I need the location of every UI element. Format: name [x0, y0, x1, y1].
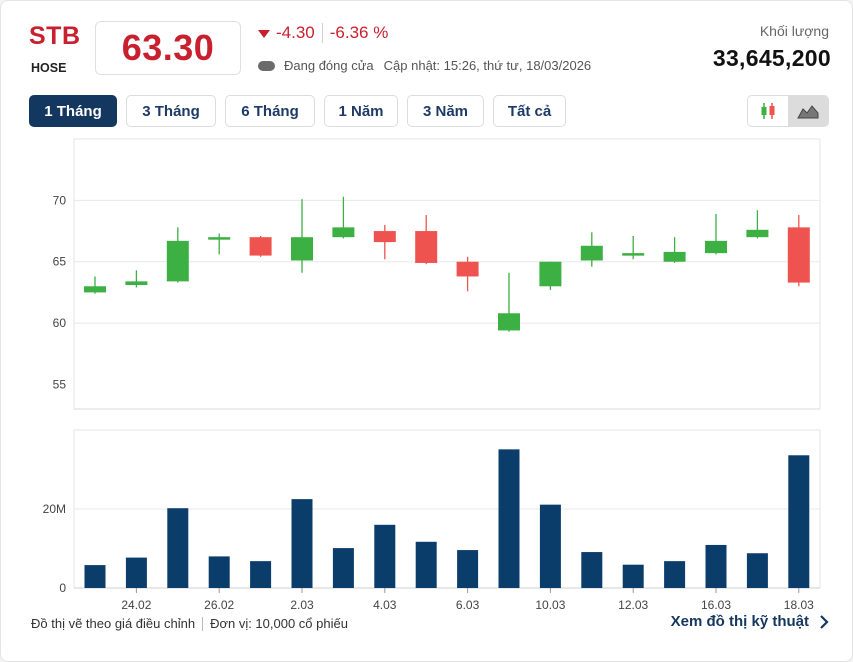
candlestick-icon — [761, 103, 775, 119]
status-text: Đang đóng cửa — [284, 58, 374, 73]
candle-body — [580, 245, 603, 261]
volume-bar — [622, 564, 644, 588]
volume-bar — [374, 524, 396, 588]
x-tick-label: 24.02 — [121, 598, 151, 612]
tab-3-months[interactable]: 3 Tháng — [126, 95, 216, 127]
candle-body — [787, 227, 810, 283]
candle-body — [746, 229, 769, 238]
x-tick-label: 4.03 — [373, 598, 397, 612]
volume-bar — [84, 565, 106, 588]
price-tick-label: 70 — [53, 193, 67, 207]
volume-bar — [746, 553, 768, 588]
tab-6-months[interactable]: 6 Tháng — [225, 95, 315, 127]
volume-bar — [208, 556, 230, 588]
candle-body — [84, 286, 106, 293]
area-chart-icon — [797, 105, 819, 119]
stock-chart: 55 60 65 70 0 20M 24.02 26.02 2.03 4.03 6.03 10.03 1… — [43, 138, 821, 612]
update-time: Cập nhật: 15:26, thứ tư, 18/03/2026 — [383, 58, 592, 73]
volume-bar — [457, 550, 479, 588]
candle-body — [166, 240, 189, 282]
adjusted-price-note: Đồ thị vẽ theo giá điều chỉnh — [31, 616, 196, 631]
area-chart-button[interactable] — [788, 96, 828, 126]
candlestick-button[interactable] — [748, 96, 788, 126]
candle-body — [125, 281, 148, 286]
candle-body — [622, 253, 645, 256]
x-tick-label: 12.03 — [618, 598, 648, 612]
footer-divider — [202, 616, 204, 631]
technical-chart-link-label: Xem đồ thị kỹ thuật — [670, 613, 809, 630]
unit-note: Đơn vị: 10,000 cổ phiếu — [210, 616, 348, 631]
status-dot-icon — [258, 60, 275, 71]
change-percent: -6.36 % — [329, 23, 389, 42]
candle-body — [291, 237, 313, 261]
period-tabs: 1 Tháng 3 Tháng 6 Tháng 1 Năm 3 Năm Tất … — [29, 95, 575, 127]
volume-bar — [415, 541, 437, 588]
exchange-name: HOSE — [31, 61, 67, 75]
price-tick-label: 65 — [53, 255, 67, 269]
change-divider — [321, 23, 323, 43]
price-box: 63.30 — [95, 21, 241, 75]
volume-value: 33,645,200 — [712, 45, 831, 71]
x-tick-label: 6.03 — [456, 598, 480, 612]
price-tick-label: 55 — [53, 377, 67, 391]
x-tick-label: 16.03 — [701, 598, 731, 612]
ticker-symbol: STB — [29, 22, 81, 50]
chevron-right-icon — [820, 614, 829, 629]
chart-type-toggle — [747, 95, 829, 127]
x-tick-label: 10.03 — [535, 598, 565, 612]
volume-bar — [250, 561, 272, 588]
tab-1-month[interactable]: 1 Tháng — [29, 95, 117, 127]
volume-bar — [539, 504, 561, 588]
chart-footer-notes: Đồ thị vẽ theo giá điều chỉnh Đơn vị: 10… — [31, 616, 348, 631]
volume-label: Khối lượng — [759, 23, 829, 39]
candle-body — [415, 231, 438, 263]
volume-bar — [498, 449, 520, 588]
x-tick-label: 18.03 — [784, 598, 814, 612]
volume-bar — [788, 455, 810, 588]
volume-tick-label: 20M — [43, 502, 66, 516]
candle-body — [705, 240, 727, 254]
tab-3-years[interactable]: 3 Năm — [407, 95, 484, 127]
candle-body — [663, 251, 686, 262]
technical-chart-link[interactable]: Xem đồ thị kỹ thuật — [671, 613, 831, 630]
tab-all[interactable]: Tất cả — [493, 95, 566, 127]
x-tick-label: 2.03 — [290, 598, 314, 612]
change-value: -4.30 — [276, 23, 315, 42]
candle-body — [373, 231, 396, 243]
candle-body — [498, 313, 520, 331]
candle-body — [332, 227, 355, 238]
candle-body — [456, 261, 479, 277]
candle-body — [249, 237, 272, 256]
volume-bar — [664, 561, 686, 588]
volume-bar — [167, 508, 189, 588]
x-tick-label: 26.02 — [204, 598, 234, 612]
current-price: 63.30 — [121, 27, 215, 68]
volume-bar — [581, 552, 603, 588]
candle-body — [208, 237, 231, 240]
candle-body — [539, 261, 562, 287]
price-change: -4.30 -6.36 % — [258, 23, 388, 43]
tab-1-year[interactable]: 1 Năm — [324, 95, 398, 127]
volume-bar — [125, 557, 147, 588]
volume-bar — [705, 544, 727, 588]
price-tick-label: 60 — [53, 316, 67, 330]
volume-bar — [291, 499, 313, 588]
down-arrow-icon — [258, 29, 270, 38]
volume-bar — [332, 548, 354, 588]
volume-tick-label: 0 — [59, 581, 66, 595]
market-status: Đang đóng cửa Cập nhật: 15:26, thứ tư, 1… — [258, 58, 591, 73]
